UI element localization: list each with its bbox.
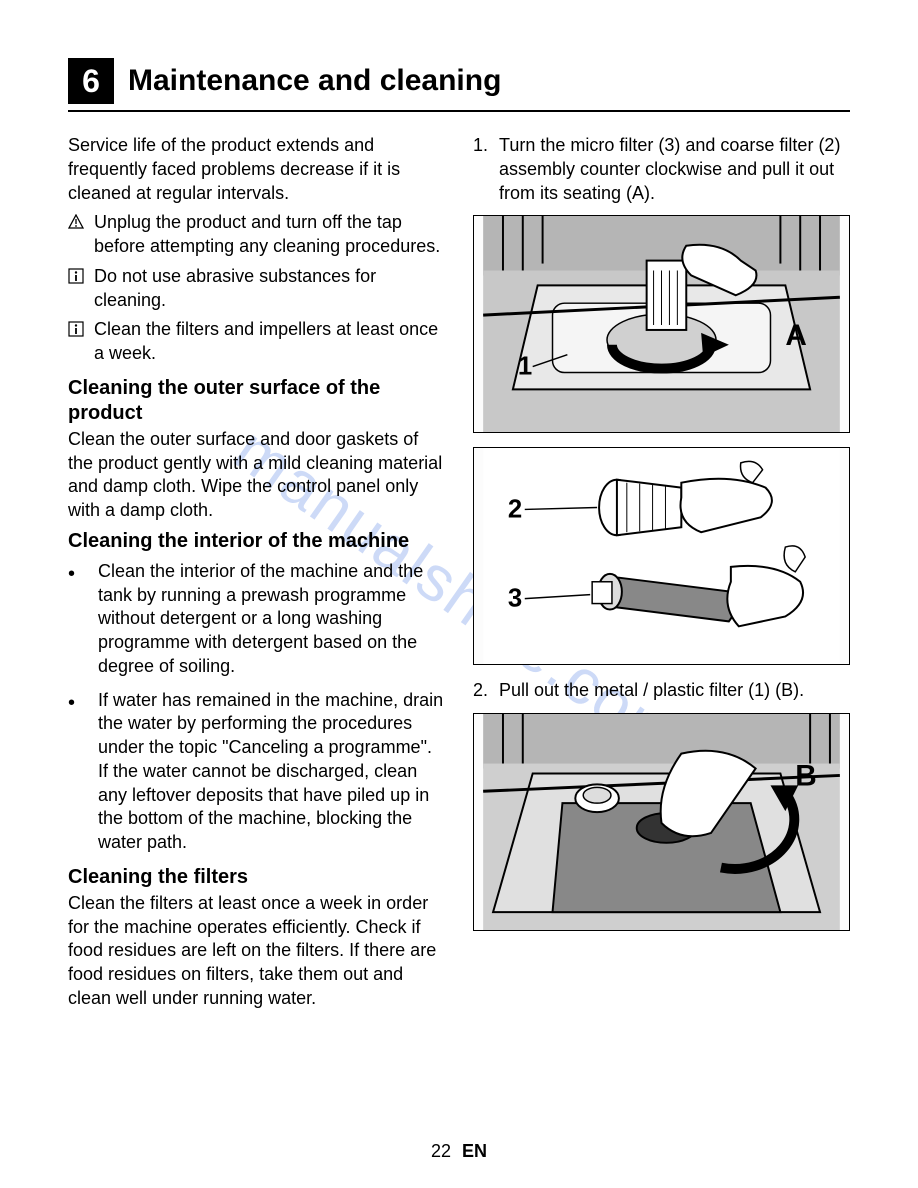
chapter-number-badge: 6 (68, 58, 114, 104)
step-item: 2. Pull out the metal / plastic filter (… (473, 679, 850, 703)
intro-paragraph: Service life of the product extends and … (68, 134, 445, 205)
bullet-icon: • (68, 560, 98, 679)
notice-list: Unplug the product and turn off the tap … (68, 211, 445, 366)
notice-item: Unplug the product and turn off the tap … (68, 211, 445, 259)
section-body: Clean the filters at least once a week i… (68, 892, 445, 1011)
interior-bullet-list: • Clean the interior of the machine and … (68, 560, 445, 855)
section-body: Clean the outer surface and door gaskets… (68, 428, 445, 523)
step-text: Pull out the metal / plastic filter (1) … (499, 679, 804, 703)
chapter-header: 6 Maintenance and cleaning (68, 58, 850, 112)
page-footer: 22 EN (0, 1141, 918, 1162)
info-icon (68, 265, 94, 313)
figure-label-a: A (785, 319, 806, 352)
list-item: • Clean the interior of the machine and … (68, 560, 445, 679)
language-code: EN (462, 1141, 487, 1161)
step-text: Turn the micro filter (3) and coarse fil… (499, 134, 850, 205)
notice-item: Clean the filters and impellers at least… (68, 318, 445, 366)
section-heading-outer-surface: Cleaning the outer surface of the produc… (68, 376, 445, 426)
info-icon (68, 318, 94, 366)
page-number: 22 (431, 1141, 451, 1161)
step-number: 1. (473, 134, 499, 205)
step-list: 1. Turn the micro filter (3) and coarse … (473, 134, 850, 205)
bullet-text: If water has remained in the machine, dr… (98, 689, 445, 855)
bullet-text: Clean the interior of the machine and th… (98, 560, 445, 679)
section-heading-interior: Cleaning the interior of the machine (68, 529, 445, 554)
notice-item: Do not use abrasive substances for clean… (68, 265, 445, 313)
left-column: Service life of the product extends and … (68, 134, 445, 1011)
step-list: 2. Pull out the metal / plastic filter (… (473, 679, 850, 703)
figure-label-3: 3 (508, 585, 522, 613)
figure-label-2: 2 (508, 496, 522, 524)
notice-text: Clean the filters and impellers at least… (94, 318, 445, 366)
right-column: 1. Turn the micro filter (3) and coarse … (473, 134, 850, 1011)
warning-icon (68, 211, 94, 259)
figure-filter-parts: 2 3 (473, 447, 850, 665)
chapter-title: Maintenance and cleaning (128, 64, 501, 98)
bullet-icon: • (68, 689, 98, 855)
figure-label-1: 1 (518, 353, 532, 381)
figure-filter-seating: 1 A (473, 215, 850, 433)
notice-text: Do not use abrasive substances for clean… (94, 265, 445, 313)
section-heading-filters: Cleaning the filters (68, 865, 445, 890)
step-item: 1. Turn the micro filter (3) and coarse … (473, 134, 850, 205)
notice-text: Unplug the product and turn off the tap … (94, 211, 445, 259)
figure-label-b: B (795, 759, 816, 792)
list-item: • If water has remained in the machine, … (68, 689, 445, 855)
figure-pull-filter: B (473, 713, 850, 931)
step-number: 2. (473, 679, 499, 703)
